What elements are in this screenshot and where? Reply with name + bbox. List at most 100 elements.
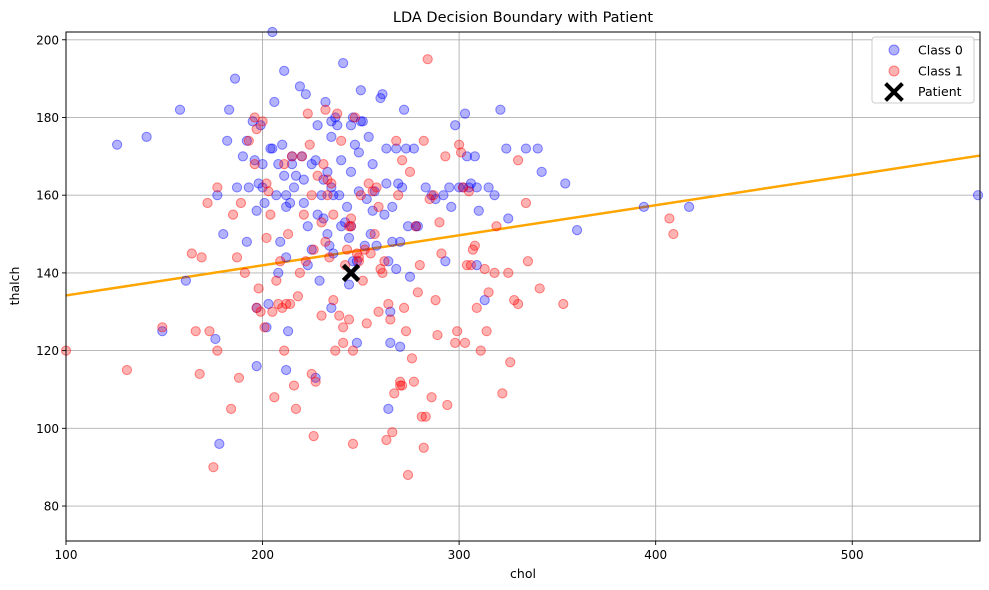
scatter-point-class0 — [330, 112, 341, 123]
scatter-point-class0 — [395, 236, 406, 247]
scatter-point-class1 — [251, 302, 262, 313]
scatter-point-class1 — [397, 155, 408, 166]
scatter-point-class0 — [271, 190, 282, 201]
scatter-point-class1 — [326, 178, 337, 189]
scatter-point-class0 — [398, 104, 410, 115]
scatter-point-class0 — [359, 240, 370, 251]
scatter-point-class1 — [251, 124, 262, 135]
scatter-point-class0 — [341, 201, 353, 212]
grid-lines — [65, 32, 980, 541]
scatter-point-class1 — [243, 135, 254, 146]
scatter-point-class0 — [536, 166, 547, 177]
scatter-point-class1 — [668, 228, 679, 240]
scatter-point-class0 — [430, 193, 441, 205]
scatter-point-class0 — [281, 252, 292, 263]
scatter-point-class1 — [365, 248, 376, 259]
scatter-point-class1 — [461, 260, 473, 271]
scatter-point-class0 — [391, 263, 402, 275]
x-tick-label: 300 — [448, 548, 471, 562]
scatter-point-class1 — [369, 228, 380, 240]
scatter-point-class1 — [257, 116, 268, 127]
scatter-point-class1 — [194, 368, 205, 380]
scatter-point-class1 — [267, 306, 278, 317]
scatter-point-class1 — [310, 376, 321, 387]
scatter-point-class1 — [481, 326, 492, 337]
scatter-point-class0 — [180, 275, 192, 286]
scatter-point-class0 — [375, 92, 386, 104]
scatter-point-class0 — [395, 341, 406, 352]
scatter-point-class1 — [389, 388, 400, 399]
scatter-point-class0 — [483, 182, 494, 193]
scatter-point-class1 — [373, 201, 384, 212]
scatter-point-class1 — [509, 294, 520, 306]
scatter-point-class1 — [428, 190, 439, 201]
legend-class1-marker — [888, 65, 900, 77]
scatter-point-class0 — [402, 221, 414, 232]
y-tick-label: 80 — [44, 500, 59, 514]
scatter-point-class1 — [363, 178, 374, 189]
scatter-point-class0 — [210, 333, 221, 345]
scatter-point-class1 — [457, 182, 469, 193]
scatter-point-class1 — [324, 252, 335, 263]
scatter-point-class0 — [463, 182, 475, 193]
legend-class1-label: Class 1 — [918, 64, 963, 79]
scatter-point-class1 — [351, 248, 363, 259]
scatter-point-class1 — [343, 314, 355, 325]
scatter-point-class1 — [341, 244, 353, 255]
scatter-point-class1 — [664, 213, 675, 224]
legend-class0-marker — [888, 44, 900, 56]
scatter-point-class0 — [316, 190, 327, 201]
scatter-point-class0 — [322, 166, 333, 177]
scatter-point-class0 — [257, 182, 268, 193]
scatter-point-class0 — [318, 174, 329, 185]
scatter-point-class0 — [222, 135, 233, 146]
scatter-point-class0 — [273, 159, 284, 170]
scatter-point-class0 — [440, 256, 451, 267]
scatter-point-class1 — [463, 186, 475, 197]
scatter-point-class1 — [520, 197, 532, 209]
scatter-point-class1 — [465, 260, 477, 271]
scatter-point-class1 — [491, 221, 502, 232]
scatter-point-class1 — [497, 388, 508, 399]
scatter-point-class0 — [281, 364, 292, 376]
scatter-point-class0 — [279, 170, 290, 181]
scatter-point-class1 — [418, 442, 429, 453]
scatter-point-class0 — [349, 139, 361, 150]
scatter-point-class0 — [385, 337, 396, 348]
scatter-point-class1 — [406, 353, 418, 364]
scatter-point-class0 — [275, 236, 286, 247]
scatter-point-class0 — [446, 201, 457, 212]
scatter-point-class0 — [461, 151, 473, 162]
scatter-point-class1 — [383, 298, 394, 310]
scatter-point-class0 — [444, 182, 455, 193]
scatter-point-class0 — [302, 260, 313, 271]
scatter-point-class0 — [397, 182, 408, 193]
scatter-point-class0 — [328, 190, 339, 201]
scatter-point-class0 — [306, 159, 317, 170]
scatter-point-class1 — [469, 240, 480, 251]
scatter-point-class0 — [298, 197, 309, 209]
scatter-point-class1 — [279, 345, 290, 356]
scatter-point-class1 — [359, 244, 370, 255]
scatter-point-class0 — [298, 174, 309, 185]
scatter-point-class1 — [296, 151, 307, 162]
scatter-point-class1 — [503, 267, 514, 279]
scatter-point-class0 — [241, 236, 252, 247]
scatter-point-class0 — [296, 151, 307, 162]
scatter-point-class1 — [275, 256, 286, 267]
scatter-point-class1 — [259, 322, 270, 333]
scatter-point-class1 — [286, 151, 298, 162]
scatter-point-class0 — [385, 306, 396, 317]
scatter-point-class0 — [288, 182, 300, 193]
scatter-point-class0 — [249, 155, 260, 166]
scatter-point-class1 — [336, 135, 347, 146]
scatter-point-class0 — [381, 178, 392, 189]
scatter-point-class0 — [174, 104, 186, 115]
scatter-point-class1 — [292, 291, 304, 302]
scatter-point-class1 — [455, 147, 467, 158]
y-tick-label: 200 — [36, 33, 59, 47]
scatter-point-class1 — [450, 337, 461, 348]
scatter-point-class0 — [247, 116, 258, 127]
scatter-point-class1 — [347, 345, 359, 356]
